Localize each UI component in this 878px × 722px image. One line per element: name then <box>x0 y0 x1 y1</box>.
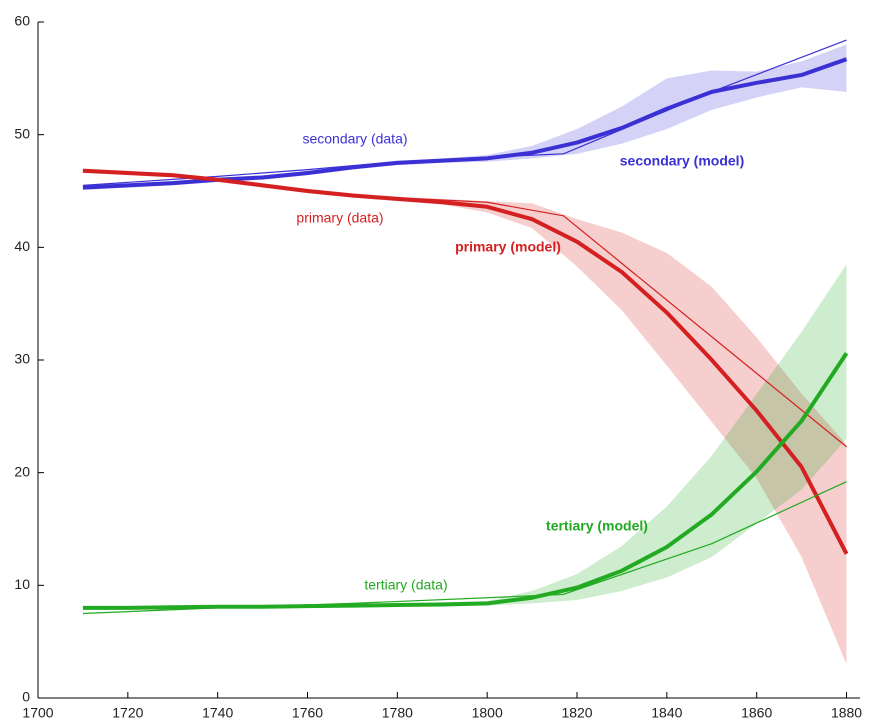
y-tick-label: 0 <box>22 689 30 705</box>
series-label: secondary (data) <box>302 131 407 147</box>
uncertainty-band <box>82 264 847 610</box>
x-tick-label: 1880 <box>831 705 862 721</box>
series-label: tertiary (data) <box>364 577 447 593</box>
y-tick-label: 20 <box>14 463 30 479</box>
x-tick-label: 1780 <box>382 705 413 721</box>
x-tick-label: 1820 <box>561 705 592 721</box>
x-tick-label: 1860 <box>741 705 772 721</box>
uncertainty-band <box>82 168 847 665</box>
x-tick-label: 1840 <box>651 705 682 721</box>
series-label: primary (model) <box>455 239 561 255</box>
series-label: primary (data) <box>296 210 383 226</box>
y-tick-label: 10 <box>14 576 30 592</box>
y-tick-label: 60 <box>14 13 30 29</box>
model-line <box>82 168 849 555</box>
model-line <box>82 352 849 610</box>
y-tick-label: 30 <box>14 351 30 367</box>
x-tick-label: 1720 <box>112 705 143 721</box>
x-tick-label: 1760 <box>292 705 323 721</box>
y-tick-label: 50 <box>14 125 30 141</box>
x-tick-label: 1800 <box>472 705 503 721</box>
series-label: tertiary (model) <box>546 518 648 534</box>
x-tick-label: 1740 <box>202 705 233 721</box>
y-tick-label: 40 <box>14 238 30 254</box>
x-tick-label: 1700 <box>22 705 53 721</box>
series-label: secondary (model) <box>620 153 744 169</box>
